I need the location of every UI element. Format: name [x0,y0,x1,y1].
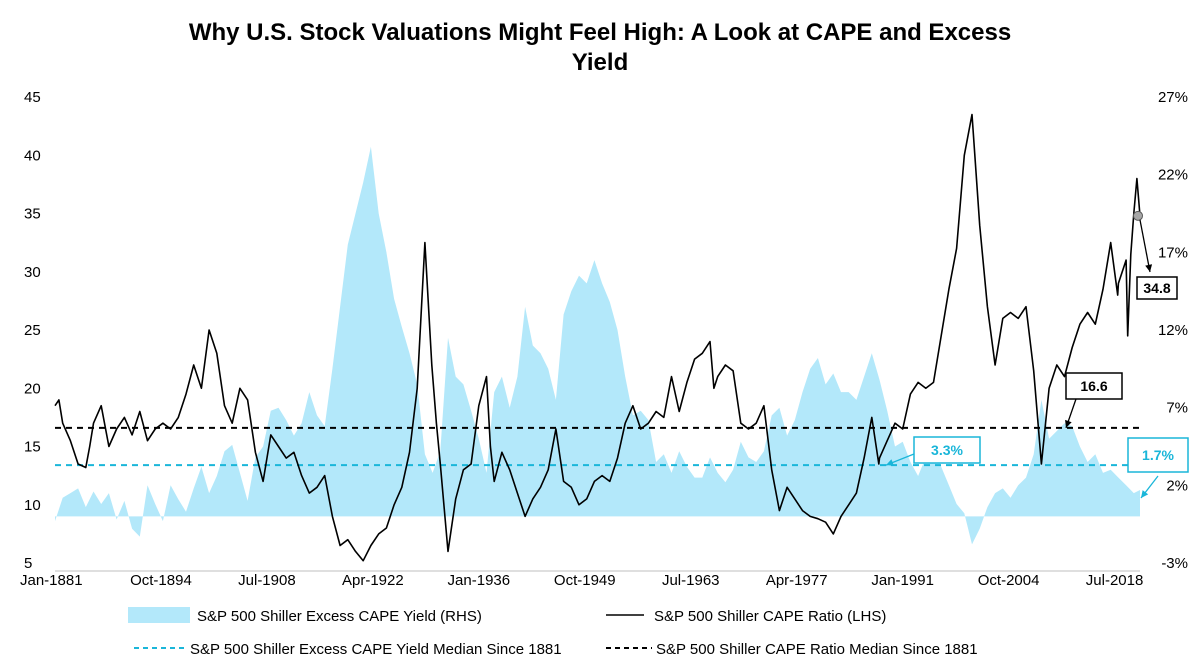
y-left-tick-label: 25 [24,322,41,339]
y-right-tick-label: 17% [1158,244,1188,261]
excess-cape-yield-area [55,146,1140,545]
current-cape-callout-box [1136,276,1178,300]
x-tick-label: Apr-1922 [342,572,404,589]
y-right-tick-label: -3% [1161,555,1188,572]
yield-median-callout-box [913,436,981,464]
y-right-tick-label: 27% [1158,89,1188,106]
chart-title-line-1: Why U.S. Stock Valuations Might Feel Hig… [189,19,1011,46]
cape-median-callout: 16.6 [1065,372,1123,429]
cape-ratio-line [54,113,1141,562]
y-left-tick-label: 5 [24,555,32,572]
y-left-tick-label: 40 [24,147,41,164]
legend-item: S&P 500 Shiller Excess CAPE Yield Median… [134,641,562,658]
current-cape-callout-label: 34.8 [1143,280,1170,296]
current-cape-callout-arrowhead [1145,264,1153,272]
current-cape-callout-leader [1139,219,1151,273]
legend-item: S&P 500 Shiller Excess CAPE Yield (RHS) [128,607,482,625]
y-right-tick-label: 12% [1158,322,1188,339]
median-lines-layer [55,426,1140,467]
yield-median-callout-label: 3.3% [931,442,963,458]
legend-item: S&P 500 Shiller CAPE Ratio (LHS) [606,608,886,625]
axes-layer: 5 10 15 20 25 30 35 40 45 -3% 2% 7% 12% 17% 22% 27% Jan-… [20,89,1188,589]
x-tick-label: Jan-1881 [20,572,83,589]
excess-yield-area-layer [55,146,1140,545]
y-left-tick-label: 10 [24,497,41,514]
yield-median-callout: 3.3% [885,436,981,466]
legend-item: S&P 500 Shiller CAPE Ratio Median Since … [606,641,978,658]
y-right-tick-label: 2% [1166,477,1188,494]
current-yield-callout: 1.7% [1127,437,1189,499]
y-left-tick-label: 30 [24,264,41,281]
legend-label: S&P 500 Shiller Excess CAPE Yield (RHS) [197,608,482,625]
y-right-tick-label: 22% [1158,167,1188,184]
callouts-layer: 34.8 16.6 3.3% 1.7% [885,210,1189,499]
current-yield-callout-label: 1.7% [1142,447,1174,463]
current-cape-marker [1133,210,1143,221]
y-left-tick-label: 35 [24,206,41,223]
x-tick-label: Jul-2018 [1086,572,1144,589]
legend-label: S&P 500 Shiller CAPE Ratio (LHS) [654,608,886,625]
legend-swatch-area [128,607,190,623]
x-tick-label: Apr-1977 [766,572,828,589]
y-left-tick-label: 15 [24,439,41,456]
y-left-tick-label: 20 [24,380,41,397]
chart-title: Why U.S. Stock Valuations Might Feel Hig… [189,19,1011,76]
legend-label: S&P 500 Shiller CAPE Ratio Median Since … [656,641,978,658]
x-tick-label: Jan-1991 [871,572,934,589]
current-cape-callout: 34.8 [1136,219,1178,300]
yield-median-callout-arrowhead [886,459,894,466]
y-right-tick-label: 7% [1166,400,1188,417]
y-left-tick-label: 45 [24,89,41,106]
current-yield-callout-arrowhead [1141,490,1149,498]
x-tick-label: Jul-1963 [662,572,720,589]
chart-title-line-2: Yield [572,49,628,76]
x-tick-label: Oct-1949 [554,572,616,589]
cape-line-layer [54,113,1141,562]
legend: S&P 500 Shiller Excess CAPE Yield (RHS) S… [128,607,978,658]
cape-median-callout-arrowhead [1065,419,1072,428]
x-tick-label: Jul-1908 [238,572,296,589]
legend-label: S&P 500 Shiller Excess CAPE Yield Median… [190,641,562,658]
cape-median-callout-box [1065,372,1123,400]
x-tick-label: Oct-1894 [130,572,192,589]
cape-median-callout-label: 16.6 [1080,378,1107,394]
x-tick-label: Oct-2004 [978,572,1040,589]
x-tick-label: Jan-1936 [448,572,511,589]
current-yield-callout-box [1127,437,1189,473]
